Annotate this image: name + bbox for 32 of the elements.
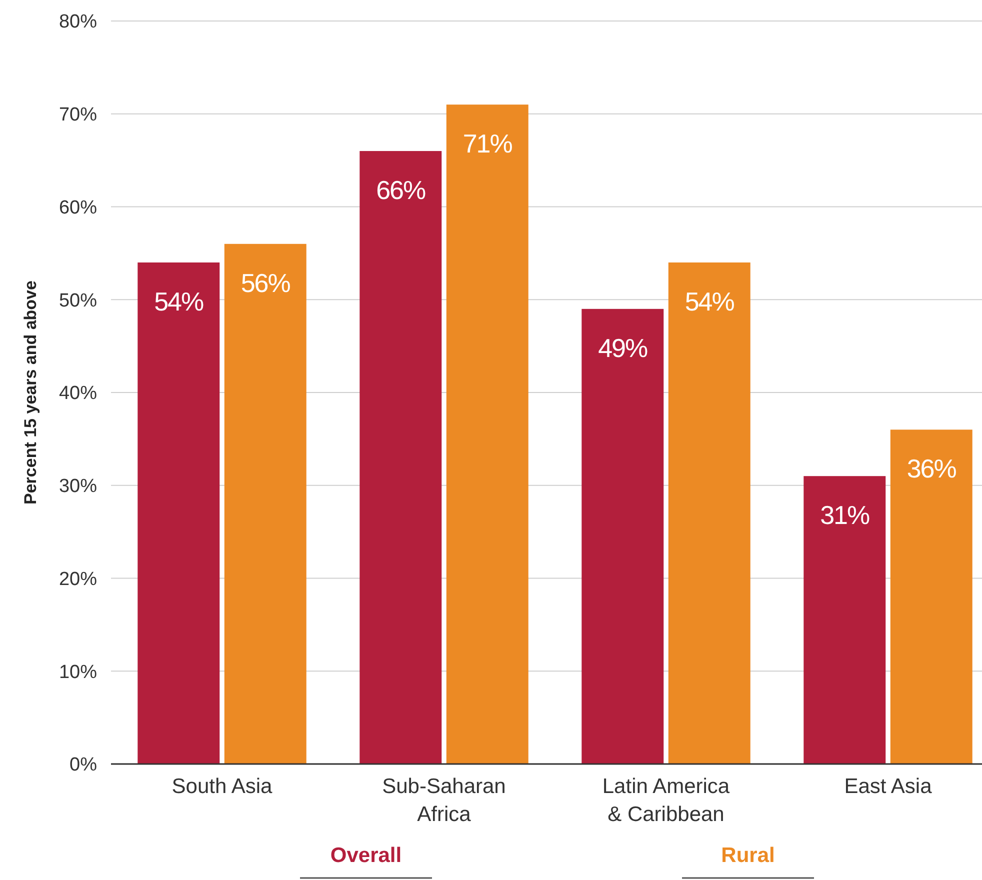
bar — [804, 476, 886, 764]
bar — [668, 262, 750, 764]
text: Overall — [330, 844, 402, 867]
y-axis-title: Percent 15 years and above — [21, 280, 40, 504]
data-label: 56% — [240, 268, 291, 298]
bar — [224, 244, 306, 764]
y-tick-label: 30% — [58, 476, 98, 498]
bar — [446, 104, 528, 764]
data-label: 49% — [598, 332, 648, 363]
data-label: 66% — [376, 175, 426, 206]
data-label: 36% — [906, 454, 957, 484]
x-tick-label: East Asia — [844, 775, 932, 798]
x-tick-label: Latin America & Caribbean — [602, 775, 730, 826]
data-label: 71% — [462, 128, 513, 159]
y-tick-label: 80% — [58, 12, 98, 33]
y-tick-label: 70% — [58, 104, 98, 126]
bar — [360, 151, 442, 764]
x-tick-label: Sub-Saharan Africa — [382, 775, 506, 826]
text: Rural — [721, 844, 775, 867]
y-tick-label: 20% — [58, 568, 98, 590]
x-tick-label: South Asia — [172, 775, 273, 798]
y-tick-label: 60% — [58, 197, 98, 218]
data-label: 31% — [820, 500, 870, 530]
bar — [582, 308, 664, 764]
y-tick-label: 0% — [70, 754, 98, 776]
bar — [138, 262, 220, 764]
y-tick-label: 10% — [58, 662, 98, 683]
y-tick-label: 50% — [58, 290, 98, 312]
data-label: 54% — [684, 286, 735, 316]
bar — [890, 430, 972, 764]
data-label: 54% — [154, 286, 204, 316]
y-tick-label: 40% — [58, 383, 98, 404]
